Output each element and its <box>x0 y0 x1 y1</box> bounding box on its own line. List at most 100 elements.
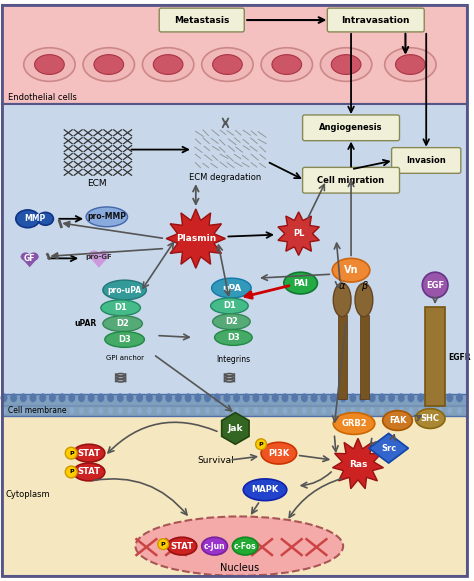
Ellipse shape <box>272 393 279 402</box>
Ellipse shape <box>359 393 366 402</box>
Ellipse shape <box>261 442 297 464</box>
FancyBboxPatch shape <box>2 5 467 104</box>
Text: Jak: Jak <box>228 424 243 433</box>
Ellipse shape <box>101 300 140 315</box>
Ellipse shape <box>398 393 405 402</box>
Ellipse shape <box>253 393 259 402</box>
Text: D3: D3 <box>227 333 240 342</box>
Ellipse shape <box>204 393 211 402</box>
Ellipse shape <box>409 407 413 414</box>
Ellipse shape <box>1 407 7 414</box>
Polygon shape <box>88 255 110 268</box>
Ellipse shape <box>417 393 424 402</box>
Ellipse shape <box>350 407 356 414</box>
Ellipse shape <box>16 210 39 228</box>
Ellipse shape <box>98 250 109 260</box>
Ellipse shape <box>136 517 343 576</box>
Ellipse shape <box>388 393 395 402</box>
Ellipse shape <box>11 407 16 414</box>
Ellipse shape <box>383 411 412 431</box>
Text: MMP: MMP <box>24 214 45 223</box>
Ellipse shape <box>215 407 219 414</box>
Ellipse shape <box>167 537 197 555</box>
Text: STAT: STAT <box>78 468 100 476</box>
FancyBboxPatch shape <box>338 315 347 399</box>
Ellipse shape <box>60 407 64 414</box>
Text: β: β <box>361 281 367 291</box>
Ellipse shape <box>232 537 258 555</box>
Text: Metastasis: Metastasis <box>174 16 229 24</box>
Polygon shape <box>333 438 383 489</box>
Ellipse shape <box>330 393 337 402</box>
Text: PL: PL <box>293 229 304 238</box>
Ellipse shape <box>37 213 54 225</box>
Ellipse shape <box>369 393 376 402</box>
Ellipse shape <box>254 407 258 414</box>
Ellipse shape <box>224 407 229 414</box>
Ellipse shape <box>137 407 142 414</box>
Text: Intravasation: Intravasation <box>342 16 410 24</box>
FancyBboxPatch shape <box>302 167 400 193</box>
Ellipse shape <box>21 252 30 261</box>
Ellipse shape <box>103 280 146 300</box>
Ellipse shape <box>89 407 94 414</box>
Text: EGF: EGF <box>426 281 444 289</box>
Ellipse shape <box>331 407 336 414</box>
Ellipse shape <box>223 393 230 402</box>
Ellipse shape <box>65 447 77 459</box>
Ellipse shape <box>147 407 152 414</box>
FancyBboxPatch shape <box>392 148 461 173</box>
Ellipse shape <box>176 407 181 414</box>
Ellipse shape <box>437 393 444 402</box>
Ellipse shape <box>284 272 318 294</box>
Ellipse shape <box>428 407 433 414</box>
Text: ECM degradation: ECM degradation <box>189 173 262 182</box>
Ellipse shape <box>20 393 27 402</box>
Text: GPI anchor: GPI anchor <box>106 355 144 361</box>
Ellipse shape <box>117 393 124 402</box>
Ellipse shape <box>50 407 55 414</box>
Polygon shape <box>166 209 226 268</box>
Ellipse shape <box>214 393 220 402</box>
Ellipse shape <box>107 393 114 402</box>
Text: P: P <box>161 541 165 547</box>
Ellipse shape <box>0 393 8 402</box>
FancyBboxPatch shape <box>2 406 467 576</box>
Text: PAI: PAI <box>293 278 308 288</box>
Ellipse shape <box>340 393 346 402</box>
Text: Cytoplasm: Cytoplasm <box>6 490 51 498</box>
Ellipse shape <box>283 407 287 414</box>
Ellipse shape <box>370 407 374 414</box>
Ellipse shape <box>333 413 375 435</box>
Ellipse shape <box>153 55 183 74</box>
Ellipse shape <box>35 55 64 74</box>
Ellipse shape <box>211 278 251 298</box>
Ellipse shape <box>29 393 36 402</box>
Ellipse shape <box>105 332 145 347</box>
Ellipse shape <box>202 48 253 81</box>
Ellipse shape <box>261 48 312 81</box>
Ellipse shape <box>175 393 182 402</box>
Text: pro-MMP: pro-MMP <box>87 212 126 221</box>
Ellipse shape <box>186 407 191 414</box>
Ellipse shape <box>78 393 85 402</box>
Text: Cell migration: Cell migration <box>318 175 384 185</box>
Ellipse shape <box>21 407 26 414</box>
Text: D2: D2 <box>225 317 238 326</box>
Ellipse shape <box>243 479 287 501</box>
Ellipse shape <box>320 393 327 402</box>
Ellipse shape <box>282 393 289 402</box>
Ellipse shape <box>205 407 210 414</box>
Ellipse shape <box>379 407 384 414</box>
Text: D3: D3 <box>118 335 131 344</box>
Ellipse shape <box>10 393 17 402</box>
Ellipse shape <box>415 408 445 428</box>
Ellipse shape <box>422 272 448 298</box>
Text: P: P <box>69 469 73 475</box>
Text: STAT: STAT <box>78 449 100 458</box>
Ellipse shape <box>311 407 317 414</box>
Ellipse shape <box>73 463 105 481</box>
Text: D1: D1 <box>114 303 127 313</box>
Ellipse shape <box>389 407 394 414</box>
Ellipse shape <box>385 48 436 81</box>
